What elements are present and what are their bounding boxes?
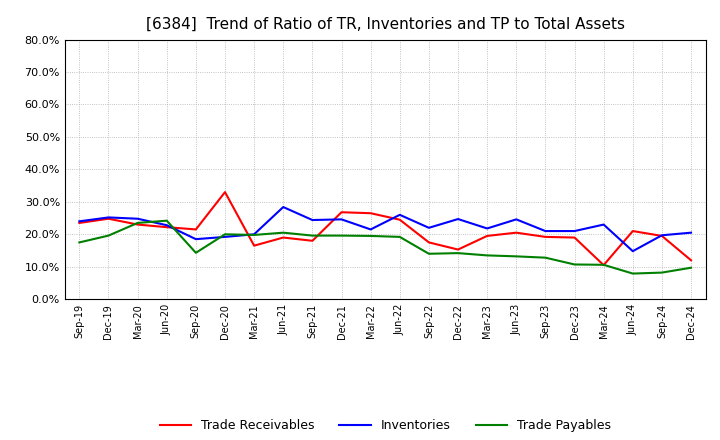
Trade Receivables	[629, 228, 637, 234]
Inventories	[454, 216, 462, 222]
Trade Receivables	[395, 217, 404, 222]
Inventories	[308, 217, 317, 223]
Trade Receivables	[104, 216, 113, 221]
Trade Receivables	[250, 243, 258, 248]
Trade Receivables	[308, 238, 317, 243]
Inventories	[104, 215, 113, 220]
Trade Receivables	[133, 222, 142, 227]
Inventories	[395, 212, 404, 217]
Inventories	[541, 228, 550, 234]
Inventories	[657, 233, 666, 238]
Trade Payables	[366, 233, 375, 238]
Inventories	[512, 217, 521, 222]
Legend: Trade Receivables, Inventories, Trade Payables: Trade Receivables, Inventories, Trade Pa…	[155, 414, 616, 437]
Trade Payables	[220, 231, 229, 237]
Trade Payables	[599, 262, 608, 268]
Trade Payables	[279, 230, 287, 235]
Inventories	[250, 231, 258, 237]
Inventories	[366, 227, 375, 232]
Line: Trade Payables: Trade Payables	[79, 221, 691, 274]
Trade Payables	[250, 232, 258, 238]
Trade Payables	[308, 233, 317, 238]
Inventories	[570, 228, 579, 234]
Trade Payables	[75, 240, 84, 245]
Trade Payables	[425, 251, 433, 257]
Trade Payables	[104, 233, 113, 238]
Trade Receivables	[483, 233, 492, 238]
Title: [6384]  Trend of Ratio of TR, Inventories and TP to Total Assets: [6384] Trend of Ratio of TR, Inventories…	[145, 16, 625, 32]
Trade Payables	[337, 233, 346, 238]
Inventories	[220, 234, 229, 239]
Trade Receivables	[454, 247, 462, 252]
Inventories	[483, 226, 492, 231]
Trade Receivables	[220, 190, 229, 195]
Trade Receivables	[425, 240, 433, 245]
Inventories	[192, 237, 200, 242]
Trade Receivables	[75, 220, 84, 226]
Inventories	[133, 216, 142, 221]
Inventories	[337, 217, 346, 222]
Trade Receivables	[512, 230, 521, 235]
Trade Payables	[163, 218, 171, 224]
Inventories	[163, 223, 171, 228]
Trade Receivables	[192, 227, 200, 232]
Trade Receivables	[337, 209, 346, 215]
Inventories	[687, 230, 696, 235]
Trade Payables	[454, 250, 462, 256]
Line: Inventories: Inventories	[79, 207, 691, 251]
Trade Receivables	[366, 211, 375, 216]
Trade Payables	[512, 254, 521, 259]
Trade Receivables	[541, 234, 550, 239]
Trade Payables	[687, 265, 696, 270]
Trade Receivables	[599, 263, 608, 268]
Trade Receivables	[163, 224, 171, 230]
Inventories	[75, 219, 84, 224]
Inventories	[629, 249, 637, 254]
Trade Receivables	[657, 233, 666, 238]
Trade Payables	[192, 250, 200, 256]
Trade Receivables	[570, 235, 579, 240]
Trade Payables	[570, 262, 579, 267]
Trade Receivables	[279, 235, 287, 240]
Line: Trade Receivables: Trade Receivables	[79, 192, 691, 265]
Trade Receivables	[687, 258, 696, 263]
Trade Payables	[541, 255, 550, 260]
Trade Payables	[483, 253, 492, 258]
Trade Payables	[657, 270, 666, 275]
Inventories	[425, 225, 433, 231]
Inventories	[599, 222, 608, 227]
Inventories	[279, 205, 287, 210]
Trade Payables	[629, 271, 637, 276]
Trade Payables	[395, 234, 404, 239]
Trade Payables	[133, 220, 142, 226]
